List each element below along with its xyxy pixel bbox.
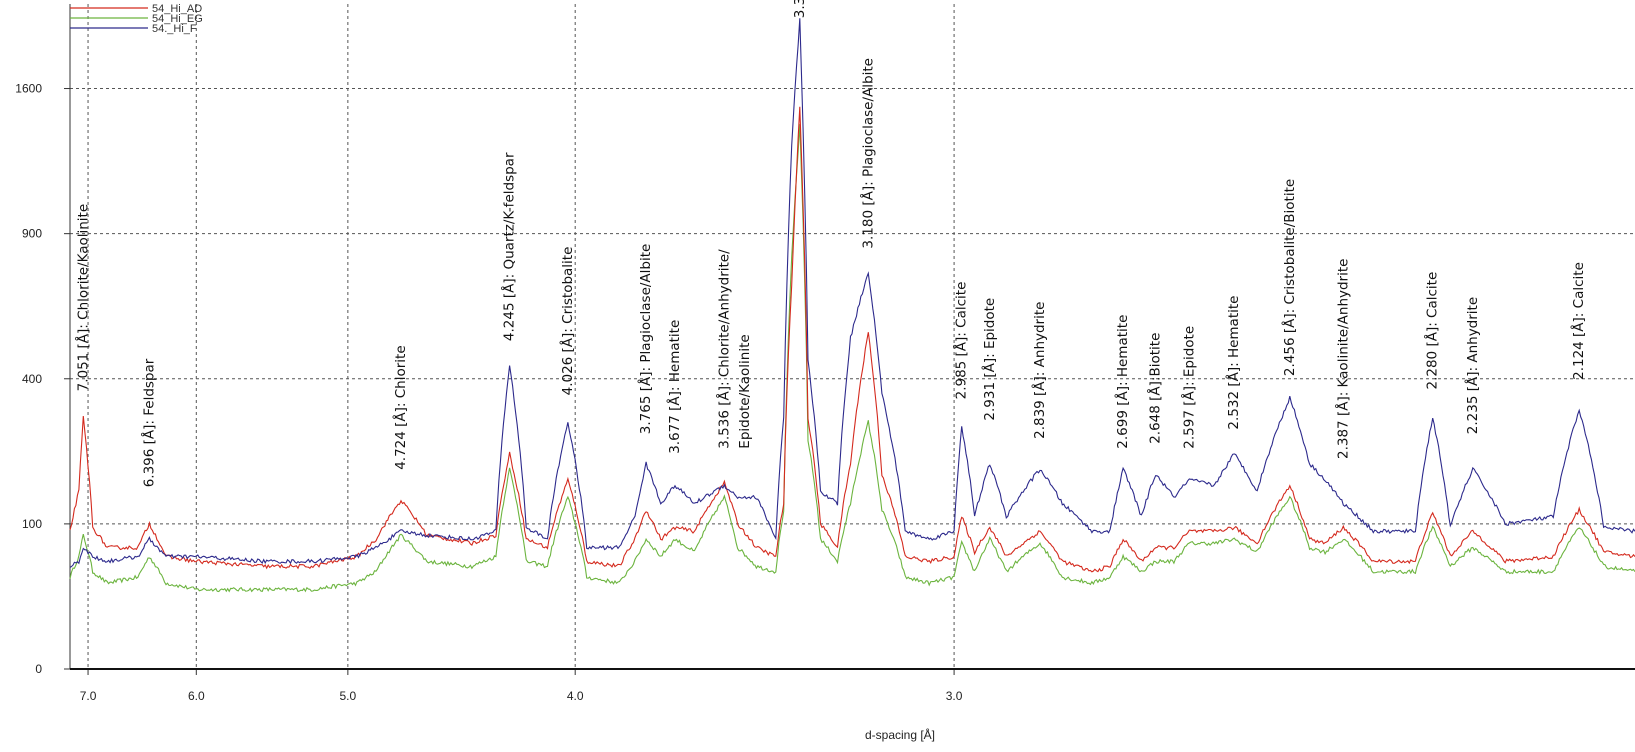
x-tick-label: 4.0 [567, 689, 584, 703]
peak-label: 2.124 [Å]: Calcite [1570, 262, 1587, 380]
peak-label: 7.051 [Å]: Chlorite/Kaolinite [74, 204, 91, 392]
y-tick-label: 100 [22, 517, 42, 531]
peak-label: 2.532 [Å]: Hematite [1225, 296, 1242, 430]
peak-label: Epidote/Kaolinite [737, 334, 753, 448]
y-tick-label: 400 [22, 372, 42, 386]
y-tick-label: 0 [35, 662, 42, 676]
y-tick-label: 900 [22, 227, 42, 241]
peak-label: 2.648 [Å]:Biotite [1147, 333, 1164, 444]
peak-label: 4.724 [Å]: Chlorite [392, 345, 409, 469]
peak-annotations: 7.051 [Å]: Chlorite/Kaolinite 6.396 [Å]: … [74, 0, 1587, 487]
y-tick-label: 1600 [15, 82, 42, 96]
x-axis-title: d-spacing [Å] [865, 727, 935, 742]
legend-label: 54_Hi_EG [152, 13, 203, 25]
peak-label: 2.387 [Å]: Kaolinite/Anhydrite [1334, 259, 1351, 459]
peak-label: 3.765 [Å]: Plagioclase/Albite [637, 244, 654, 435]
peak-label: 3.340 [Å]: Quartz/K-feldspar/Biotite [791, 0, 808, 18]
legend-label: 54._Hi_F [152, 23, 197, 35]
peak-label: 2.597 [Å]: Epidote [1180, 326, 1197, 449]
peak-label: 3.677 [Å]: Hematite [666, 320, 683, 454]
series-lines [69, 18, 1635, 593]
series-line-54_Hi_AD [69, 106, 1635, 573]
peak-label: 6.396 [Å]: Feldspar [140, 358, 157, 487]
peak-label: 2.931 [Å]: Epidote [981, 298, 998, 421]
x-tick-label: 3.0 [946, 689, 963, 703]
peak-label: 2.235 [Å]: Anhydrite [1464, 297, 1481, 434]
series-line-54._Hi_F [69, 18, 1635, 568]
peak-label: 2.985 [Å]: Calcite [953, 282, 970, 400]
peak-label: 3.180 [Å]: Plagioclase/Albite [859, 58, 876, 249]
x-tick-label: 5.0 [340, 689, 357, 703]
peak-label: 4.026 [Å]: Cristobalite [559, 247, 576, 396]
peak-label: 2.699 [Å]: Hematite [1114, 315, 1131, 449]
x-tick-label: 7.0 [80, 689, 97, 703]
peak-label: 2.456 [Å]: Cristobalite/Biotite [1281, 179, 1298, 376]
series-line-54_Hi_EG [69, 124, 1635, 593]
x-tick-label: 6.0 [188, 689, 205, 703]
legend-label: 54_Hi_AD [152, 3, 202, 15]
peak-label: 2.839 [Å]: Anhydrite [1031, 302, 1048, 439]
peak-label: 4.245 [Å]: Quartz/K-feldspar [501, 152, 518, 341]
axes: 7.0 6.0 5.0 4.0 3.0 0 100 400 900 1600 [15, 4, 1635, 703]
peak-label: 3.536 [Å]: Chlorite/Anhydrite/ [715, 249, 732, 449]
grid [70, 4, 1635, 669]
peak-label: 2.280 [Å]: Calcite [1424, 272, 1441, 390]
